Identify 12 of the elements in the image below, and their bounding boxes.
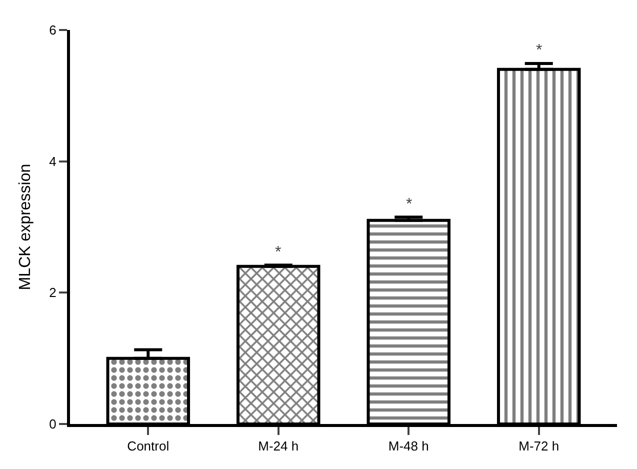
annotation: *	[275, 244, 282, 261]
y-tick-label: 6	[49, 22, 56, 38]
y-tick-label: 0	[49, 416, 56, 432]
x-tick-label: M-24 h	[258, 438, 299, 454]
x-tick-label: M-48 h	[388, 438, 429, 454]
y-tick-label: 2	[49, 285, 56, 300]
x-tick-label: M-72 h	[518, 438, 560, 454]
y-tick-label: 4	[49, 154, 56, 169]
annotation: *	[406, 196, 412, 213]
y-axis-title: MLCK expression	[17, 164, 34, 290]
x-tick-label: Control	[127, 438, 170, 454]
annotation: *	[536, 42, 542, 59]
